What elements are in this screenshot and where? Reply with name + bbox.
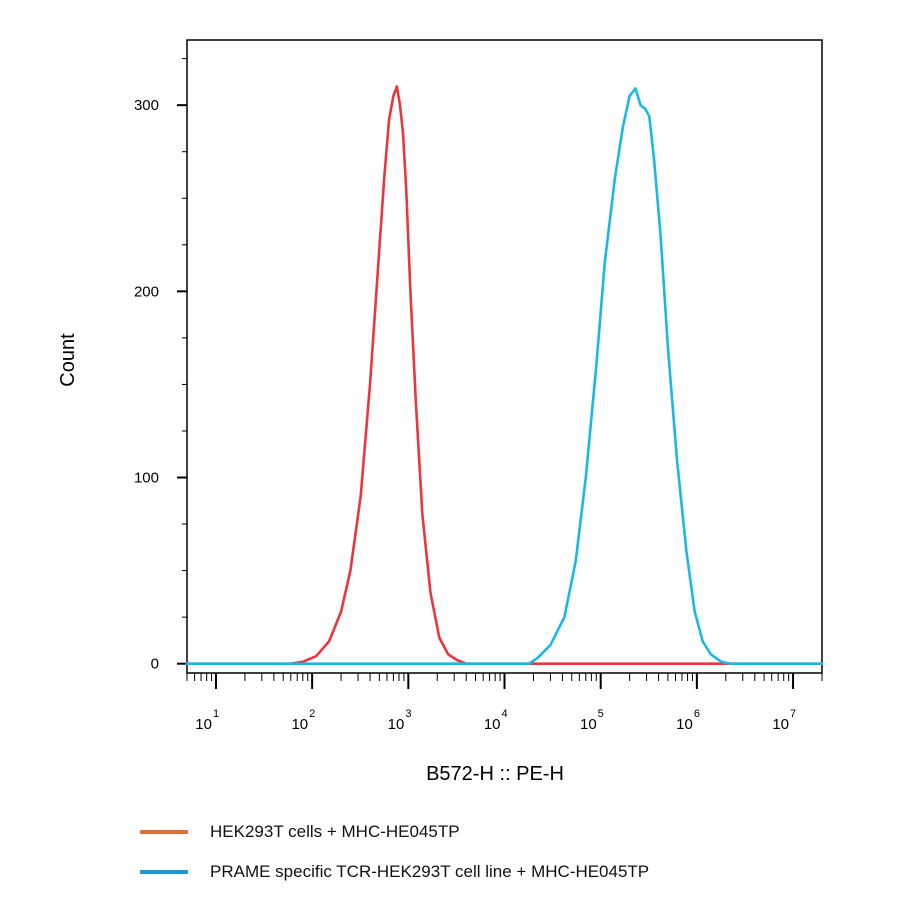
x-tick-base: 10	[484, 716, 501, 733]
series-layer	[185, 85, 824, 666]
plot-frame	[186, 39, 823, 674]
y-tick-label: 0	[151, 656, 159, 673]
y-tick-label: 200	[134, 283, 159, 300]
legend-swatch-hek293t	[140, 830, 188, 834]
x-tick-label: 105	[580, 708, 604, 733]
x-tick-exponent: 4	[502, 708, 508, 720]
legend-label-prame-tcr: PRAME specific TCR-HEK293T cell line + M…	[210, 862, 650, 881]
legend-item-prame-tcr: PRAME specific TCR-HEK293T cell line + M…	[140, 852, 649, 892]
y-axis: 0 100 200 300	[134, 58, 187, 673]
x-tick-base: 10	[291, 716, 308, 733]
x-tick-label: 103	[388, 708, 412, 733]
x-tick-label: 107	[772, 708, 796, 733]
y-tick-label: 100	[134, 470, 159, 487]
x-tick-base: 10	[388, 716, 405, 733]
x-axis-label: B572-H :: PE-H	[426, 763, 564, 785]
x-tick-exponent: 2	[309, 708, 315, 720]
x-tick-exponent: 7	[790, 708, 796, 720]
x-tick-label: 106	[676, 708, 700, 733]
x-tick-label: 102	[291, 708, 315, 733]
legend-swatch-prame-tcr	[140, 870, 188, 874]
x-tick-label: 101	[195, 708, 219, 733]
legend: HEK293T cells + MHC-HE045TP PRAME specif…	[140, 812, 649, 892]
series-line-0	[185, 85, 824, 666]
x-tick-base: 10	[580, 716, 597, 733]
x-tick-base: 10	[772, 716, 789, 733]
x-tick-base: 10	[676, 716, 693, 733]
y-tick-label: 300	[134, 97, 159, 114]
x-tick-base: 10	[195, 716, 212, 733]
series-line-1	[185, 87, 824, 666]
y-axis-label: Count	[57, 333, 79, 387]
legend-label-hek293t: HEK293T cells + MHC-HE045TP	[210, 822, 460, 841]
x-tick-exponent: 5	[598, 708, 604, 720]
legend-item-hek293t: HEK293T cells + MHC-HE045TP	[140, 812, 649, 852]
x-tick-exponent: 6	[694, 708, 700, 720]
x-tick-exponent: 1	[213, 708, 219, 720]
x-tick-label: 104	[484, 708, 508, 733]
x-tick-exponent: 3	[405, 708, 411, 720]
